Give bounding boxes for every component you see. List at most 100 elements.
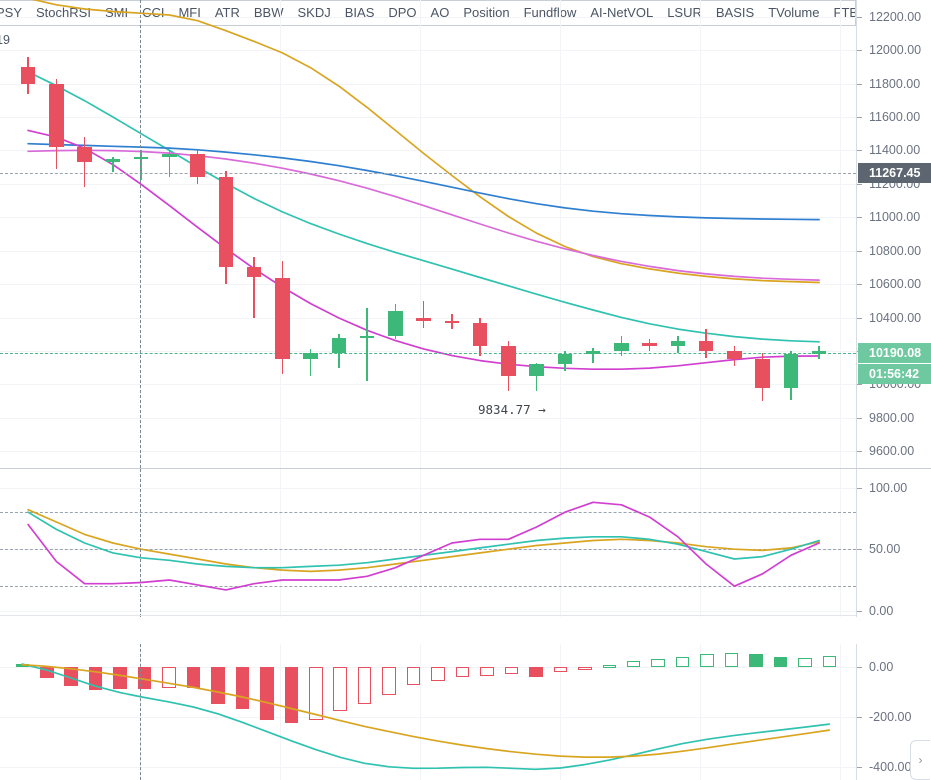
macd-plot-area[interactable] — [0, 644, 856, 780]
axis-tick — [857, 451, 862, 453]
tab-tvolume[interactable]: TVolume — [768, 5, 820, 20]
price-axis-label: 10800.00 — [869, 243, 922, 258]
vertical-gridline — [280, 469, 281, 617]
macd-histogram-bar — [675, 657, 690, 667]
tab-psy[interactable]: PSY — [0, 5, 23, 20]
candlestick — [246, 0, 262, 468]
axis-tick — [857, 767, 862, 769]
oscillator-plot-area[interactable] — [0, 469, 856, 617]
indicator-lines — [27, 501, 820, 591]
tab-position[interactable]: Position — [463, 5, 510, 20]
oscillator-axis[interactable]: 100.00 50.00 0.00 — [856, 469, 931, 617]
macd-histogram-bar — [700, 653, 714, 667]
macd-histogram-bar — [504, 666, 519, 675]
tab-bbw[interactable]: BBW — [253, 5, 284, 20]
indicator-tab-bar[interactable]: PSYStochRSISMICCIMFIATRBBWSKDJBIASDPOAOP… — [0, 0, 931, 26]
oscillator-level-line — [0, 549, 856, 551]
price-chart-panel[interactable]: 9834.77 → 19 12200.00 12000.00 11800.00 1160… — [0, 0, 931, 468]
ma-line-MA-blue — [27, 142, 820, 221]
tab-skdj[interactable]: SKDJ — [297, 5, 331, 20]
tab-lsur[interactable]: LSUR — [667, 5, 702, 20]
tab-bias[interactable]: BIAS — [344, 5, 375, 20]
vertical-gridline — [840, 644, 841, 780]
tab-ftbs[interactable]: FTBS — [833, 5, 856, 20]
crosshair-horizontal-line — [0, 172, 856, 174]
oscillator-K — [27, 508, 820, 573]
candlestick — [359, 0, 375, 468]
vertical-gridline — [420, 0, 421, 468]
ma-value-annotation: 9834.77 → — [478, 402, 546, 417]
indicator-lines — [21, 663, 831, 771]
indicator-tabs[interactable]: PSYStochRSISMICCIMFIATRBBWSKDJBIASDPOAOP… — [0, 1, 856, 25]
candlestick — [162, 0, 177, 468]
scroll-right-button[interactable]: › — [910, 740, 930, 780]
panel-baseline — [0, 615, 856, 616]
tab-fundflow[interactable]: Fundflow — [523, 5, 577, 20]
candlestick — [77, 0, 92, 468]
macd-histogram-bar — [162, 666, 176, 689]
price-axis-label: 10400.00 — [869, 310, 922, 325]
candlestick — [416, 0, 431, 468]
vertical-gridline — [840, 0, 841, 468]
ma-line-MA-orange-upper — [31, 0, 820, 284]
axis-tick — [857, 50, 862, 52]
tab-atr[interactable]: ATR — [214, 5, 240, 20]
price-axis-label: 11800.00 — [869, 76, 921, 91]
vertical-gridline — [560, 644, 561, 780]
macd-histogram-bar — [186, 666, 201, 688]
macd-axis-label: -200.00 — [869, 709, 912, 724]
tab-ao[interactable]: AO — [430, 5, 450, 20]
candlestick — [727, 0, 742, 468]
axis-tick — [857, 666, 862, 668]
crosshair-price-tag: 11267.45 — [858, 162, 931, 183]
axis-tick — [857, 150, 862, 152]
price-axis-label: 11000.00 — [869, 210, 921, 225]
candlestick — [698, 0, 714, 468]
last-price-tag: 10190.08 — [858, 342, 931, 363]
price-plot-area[interactable]: 9834.77 → 19 — [0, 0, 856, 468]
candlestick — [642, 0, 657, 468]
tab-basis[interactable]: BASIS — [715, 5, 755, 20]
macd-histogram-bar — [309, 666, 323, 720]
oscillator-panel[interactable]: 100.00 50.00 0.00 — [0, 469, 931, 617]
macd-histogram-bar — [333, 666, 347, 712]
candlestick — [388, 0, 403, 468]
oscillator-axis-label: 50.00 — [869, 541, 901, 556]
candlestick — [444, 0, 460, 468]
macd-histogram-bar — [480, 666, 494, 676]
macd-DEA — [21, 663, 831, 758]
oscillator-level-line — [0, 512, 856, 514]
tab-ai-netvol[interactable]: AI-NetVOL — [590, 5, 654, 20]
ma-line-MA-magenta-upper — [27, 149, 820, 281]
macd-histogram-bar — [798, 657, 812, 667]
crosshair-vertical-line — [140, 644, 141, 780]
macd-histogram-bar — [40, 666, 54, 678]
tab-cci[interactable]: CCI — [142, 5, 165, 20]
macd-histogram-bar — [406, 666, 421, 685]
axis-tick — [857, 317, 862, 319]
candlestick — [133, 0, 149, 468]
candlestick — [190, 0, 205, 468]
macd-histogram-bar — [773, 657, 788, 667]
axis-tick — [857, 117, 862, 118]
tab-dpo[interactable]: DPO — [388, 5, 417, 20]
macd-histogram-bar — [553, 666, 568, 673]
axis-tick — [857, 487, 862, 489]
macd-histogram-bar — [749, 654, 763, 667]
oscillator-J — [27, 501, 820, 591]
macd-axis-label: 0.00 — [869, 659, 894, 674]
macd-histogram-bar — [431, 666, 445, 682]
macd-histogram-bar — [455, 666, 470, 677]
price-axis[interactable]: 12200.00 12000.00 11800.00 11600.00 11400.00… — [856, 0, 931, 468]
tab-mfi[interactable]: MFI — [178, 5, 201, 20]
candlestick — [501, 0, 516, 468]
vertical-gridline — [700, 644, 701, 780]
chevron-right-icon: › — [918, 753, 923, 767]
oscillator-level-line — [0, 586, 856, 588]
price-axis-label: 11400.00 — [869, 143, 921, 158]
candlestick — [529, 0, 544, 468]
indicator-lines — [27, 0, 820, 371]
macd-panel[interactable]: 0.00 -200.00 -400.00 — [0, 644, 931, 780]
axis-tick — [857, 417, 862, 419]
macd-histogram-bar — [602, 665, 616, 668]
